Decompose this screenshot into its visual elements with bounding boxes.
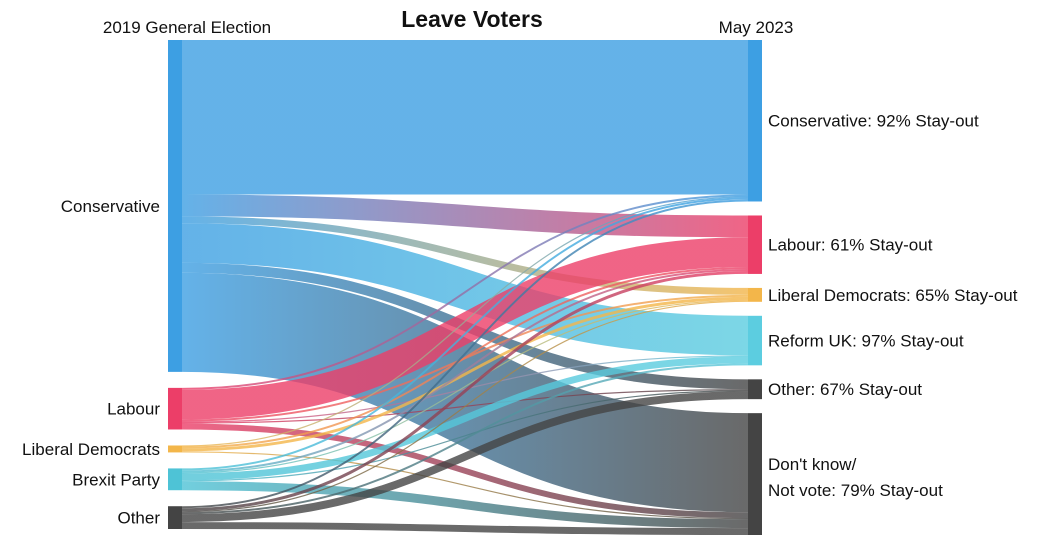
source-label-lab: Labour [107,400,160,419]
source-label-bp: Brexit Party [72,470,160,489]
link-oth-to-oth [181,391,749,523]
link-con-to-lab [181,194,749,238]
link-oth-to-lab [181,270,749,512]
target-label-oth: Other: 67% Stay-out [768,380,922,399]
link-bp-to-dk [181,481,749,529]
source-label-ld: Liberal Democrats [22,440,160,459]
link-lab-to-dk [181,423,749,519]
node-labels-layer: Conservative Labour Liberal Democrats Brexi… [22,112,1018,528]
source-axis-label: 2019 General Election [103,18,271,37]
source-node-ld [168,445,182,453]
source-node-lab [168,387,182,430]
target-node-con [748,40,762,202]
target-node-ld [748,287,762,302]
nodes-layer [168,40,762,535]
source-node-bp [168,468,182,491]
link-oth-to-ref [181,363,749,515]
link-ld-to-lab [181,266,749,449]
link-lab-to-ref [181,355,749,423]
link-oth-to-dk [181,522,749,536]
links-layer [181,40,749,536]
link-lab-to-con [181,194,749,390]
link-bp-to-oth [181,390,749,482]
target-label-dk-line2: Not vote: 79% Stay-out [768,481,943,500]
link-ld-to-ld [181,296,749,452]
target-node-dk [748,413,762,535]
link-con-to-ld [181,216,749,295]
link-bp-to-con [181,197,749,471]
target-label-ref: Reform UK: 97% Stay-out [768,332,964,351]
target-label-con: Conservative: 92% Stay-out [768,112,979,131]
target-label-lab: Labour: 61% Stay-out [768,236,933,255]
source-node-con [168,40,182,372]
link-con-to-ref [181,223,749,356]
target-axis-label: May 2023 [719,18,794,37]
target-label-dk: Don't know/ [768,455,857,474]
source-label-con: Conservative [61,197,160,216]
target-node-ref [748,315,762,366]
target-node-oth [748,379,762,400]
target-label-ld: Liberal Democrats: 65% Stay-out [768,286,1018,305]
link-lab-to-lab [181,237,749,420]
link-bp-to-ld [181,299,749,474]
link-oth-to-con [181,199,749,509]
link-bp-to-lab [181,268,749,473]
target-node-lab [748,215,762,274]
source-node-oth [168,506,182,529]
chart-title: Leave Voters [401,6,542,32]
source-label-oth: Other [117,509,160,528]
link-bp-to-ref [181,356,749,481]
link-ld-to-con [181,196,749,447]
link-oth-to-ld [181,300,749,513]
